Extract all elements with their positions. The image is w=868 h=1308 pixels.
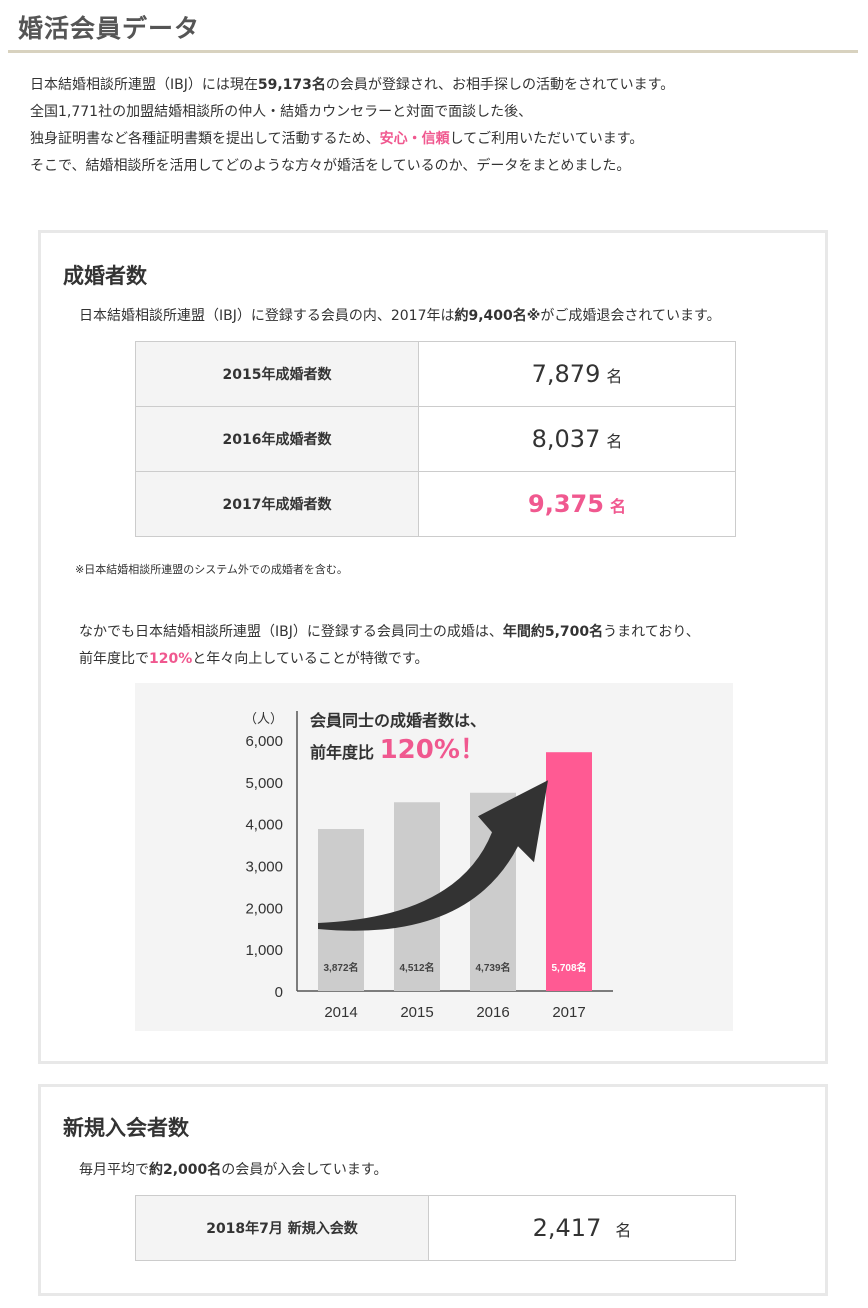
bar-chart: （人） 0 1,000 2,000 3,000 4,000 5,000 6,000 3,872名… bbox=[135, 683, 733, 1031]
table-row: 2017年成婚者数 9,375 名 bbox=[135, 471, 736, 537]
intro-text-segment: 独身証明書など各種証明書類を提出して活動するため、 bbox=[30, 131, 380, 147]
intro-line-1: 日本結婚相談所連盟（IBJ）には現在59,173名の会員が登録され、お相手探しの… bbox=[30, 72, 850, 99]
marriage-section-title: 成婚者数 bbox=[63, 264, 147, 288]
bar-data-label: 3,872名 bbox=[323, 961, 358, 974]
row-value: 8,037 名 bbox=[418, 406, 736, 472]
row-value: 2,417 名 bbox=[428, 1195, 736, 1261]
bar-chart-svg: （人） 0 1,000 2,000 3,000 4,000 5,000 6,000 3,872名… bbox=[244, 711, 613, 1021]
chart-callout: 会員同士の成婚者数は、 前年度比 120%！ bbox=[310, 709, 486, 770]
y-tick-label: 2,000 bbox=[245, 900, 283, 917]
para-text-segment: 前年度比で bbox=[79, 651, 149, 667]
bar-2015 bbox=[394, 802, 440, 991]
lead-text-segment: 毎月平均で bbox=[79, 1162, 149, 1178]
row-label: 2017年成婚者数 bbox=[135, 471, 419, 537]
bar-data-label: 5,708名 bbox=[551, 961, 586, 974]
intro-text-segment: 日本結婚相談所連盟（IBJ）には現在 bbox=[30, 77, 258, 93]
trend-arrow-icon bbox=[318, 780, 548, 931]
y-tick-label: 5,000 bbox=[245, 775, 283, 792]
y-axis-unit: （人） bbox=[244, 711, 283, 726]
lead-text-segment: 日本結婚相談所連盟（IBJ）に登録する会員の内、2017年は bbox=[79, 308, 455, 324]
callout-line-2: 前年度比 120%！ bbox=[310, 733, 486, 770]
bar-data-label: 4,739名 bbox=[475, 961, 510, 974]
intro-line-3: 独身証明書など各種証明書類を提出して活動するため、安心・信頼してご利用いただいて… bbox=[30, 126, 850, 153]
bar-data-label: 4,512名 bbox=[399, 961, 434, 974]
callout-text: 前年度比 bbox=[310, 743, 375, 762]
table-row: 2016年成婚者数 8,037 名 bbox=[135, 406, 736, 472]
x-tick-label: 2016 bbox=[476, 1004, 509, 1021]
row-label: 2018年7月 新規入会数 bbox=[135, 1195, 429, 1261]
intro-line-4: そこで、結婚相談所を活用してどのような方々が婚活をしているのか、データをまとめま… bbox=[30, 158, 631, 174]
monthly-average: 約2,000名 bbox=[149, 1162, 222, 1178]
x-tick-label: 2015 bbox=[400, 1004, 433, 1021]
marriage-lead: 日本結婚相談所連盟（IBJ）に登録する会員の内、2017年は約9,400名※がご… bbox=[79, 305, 721, 325]
para-text-segment: と年々向上していることが特徴です。 bbox=[192, 651, 429, 667]
new-members-section: 新規入会者数 毎月平均で約2,000名の会員が入会しています。 2018年7月 … bbox=[38, 1084, 828, 1296]
bar-2017 bbox=[546, 752, 592, 991]
y-tick-label: 1,000 bbox=[245, 942, 283, 959]
y-tick-label: 4,000 bbox=[245, 817, 283, 834]
table-row: 2015年成婚者数 7,879 名 bbox=[135, 341, 736, 407]
lead-text-segment: の会員が入会しています。 bbox=[221, 1162, 388, 1178]
row-label: 2016年成婚者数 bbox=[135, 406, 419, 472]
y-tick-label: 0 bbox=[275, 984, 283, 1001]
value-unit: 名 bbox=[609, 497, 626, 516]
value-number: 2,417 bbox=[532, 1214, 602, 1242]
paragraph-line: なかでも日本結婚相談所連盟（IBJ）に登録する会員同士の成婚は、年間約5,700… bbox=[79, 619, 819, 646]
growth-rate: 120% bbox=[149, 651, 193, 667]
x-tick-label: 2017 bbox=[552, 1004, 585, 1021]
callout-highlight: 120%！ bbox=[379, 735, 486, 765]
new-members-table: 2018年7月 新規入会数 2,417 名 bbox=[135, 1195, 736, 1261]
intro-line-2: 全国1,771社の加盟結婚相談所の仲人・結婚カウンセラーと対面で面談した後、 bbox=[30, 104, 533, 120]
bar-2014 bbox=[318, 829, 364, 991]
value-number: 8,037 bbox=[531, 425, 601, 453]
new-members-lead: 毎月平均で約2,000名の会員が入会しています。 bbox=[79, 1159, 387, 1179]
value-number: 7,879 bbox=[531, 360, 601, 388]
value-number: 9,375 bbox=[528, 490, 604, 518]
intro-text-segment: してご利用いただいています。 bbox=[449, 131, 644, 147]
page-title: 婚活会員データ bbox=[18, 14, 201, 43]
intro-text-segment: の会員が登録され、お相手探しの活動をされています。 bbox=[325, 77, 675, 93]
paragraph-line: 前年度比で120%と年々向上していることが特徴です。 bbox=[79, 646, 819, 673]
table-row: 2018年7月 新規入会数 2,417 名 bbox=[135, 1195, 736, 1261]
trust-highlight: 安心・信頼 bbox=[379, 131, 450, 147]
row-label: 2015年成婚者数 bbox=[135, 341, 419, 407]
marriage-table: 2015年成婚者数 7,879 名 2016年成婚者数 8,037 名 2017年成… bbox=[135, 341, 736, 537]
row-value: 7,879 名 bbox=[418, 341, 736, 407]
y-tick-label: 3,000 bbox=[245, 859, 283, 876]
new-members-section-title: 新規入会者数 bbox=[63, 1116, 189, 1140]
x-tick-label: 2014 bbox=[324, 1004, 357, 1021]
marriage-approx-count: 約9,400名※ bbox=[454, 308, 541, 324]
row-value: 9,375 名 bbox=[418, 471, 736, 537]
para-text-segment: なかでも日本結婚相談所連盟（IBJ）に登録する会員同士の成婚は、 bbox=[79, 624, 503, 640]
value-unit: 名 bbox=[615, 1221, 632, 1240]
y-tick-label: 6,000 bbox=[245, 733, 283, 750]
lead-text-segment: がご成婚退会されています。 bbox=[540, 308, 721, 324]
value-unit: 名 bbox=[606, 367, 623, 386]
member-marriage-text: なかでも日本結婚相談所連盟（IBJ）に登録する会員同士の成婚は、年間約5,700… bbox=[79, 619, 819, 673]
callout-line-1: 会員同士の成婚者数は、 bbox=[310, 711, 487, 730]
para-text-segment: うまれており、 bbox=[603, 624, 700, 640]
member-count: 59,173名 bbox=[257, 77, 326, 93]
page-header: 婚活会員データ bbox=[8, 0, 858, 53]
value-unit: 名 bbox=[606, 432, 623, 451]
marriage-section: 成婚者数 日本結婚相談所連盟（IBJ）に登録する会員の内、2017年は約9,40… bbox=[38, 230, 828, 1064]
intro-text: 日本結婚相談所連盟（IBJ）には現在59,173名の会員が登録され、お相手探しの… bbox=[30, 72, 850, 180]
footnote: ※日本結婚相談所連盟のシステム外での成婚者を含む。 bbox=[75, 563, 348, 576]
annual-count: 年間約5,700名 bbox=[502, 624, 604, 640]
